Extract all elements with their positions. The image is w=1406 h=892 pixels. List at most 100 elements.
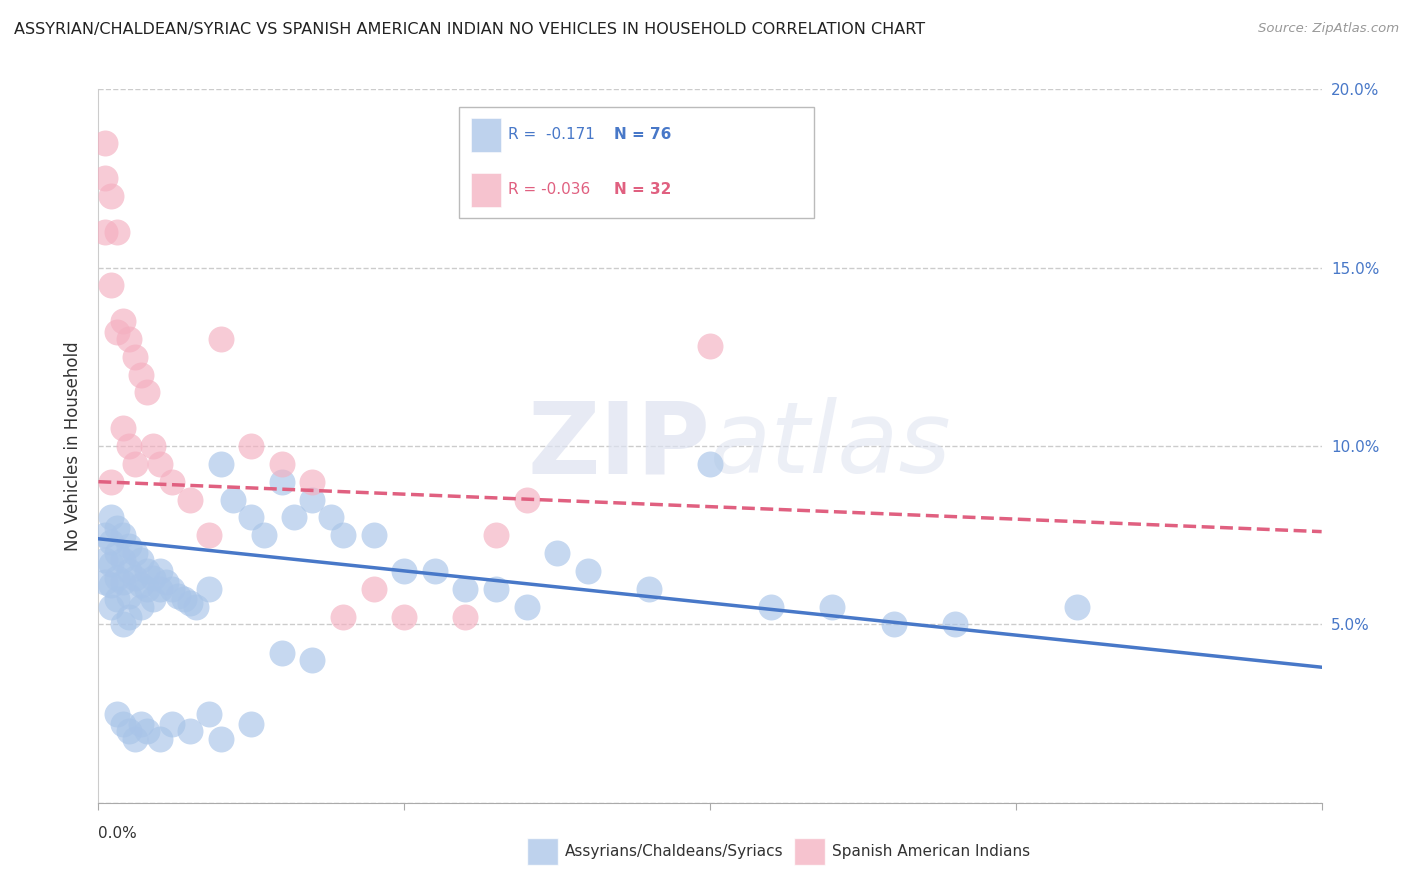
Point — [332, 610, 354, 624]
Point — [100, 557, 122, 571]
Point — [485, 528, 508, 542]
Point — [118, 564, 141, 578]
Point — [111, 617, 134, 632]
Point — [100, 535, 122, 549]
Point — [240, 510, 263, 524]
Point — [423, 564, 446, 578]
Point — [93, 574, 115, 589]
Point — [129, 717, 152, 731]
Point — [93, 136, 115, 150]
Point — [129, 599, 152, 614]
Point — [392, 610, 416, 624]
Point — [283, 510, 305, 524]
Point — [129, 578, 152, 592]
Point — [149, 457, 172, 471]
Point — [516, 599, 538, 614]
Point — [759, 599, 782, 614]
Point — [197, 528, 219, 542]
Point — [167, 589, 190, 603]
Point — [252, 528, 274, 542]
Point — [118, 539, 141, 553]
Point — [124, 731, 146, 746]
Point — [136, 582, 159, 596]
Text: N = 32: N = 32 — [614, 183, 671, 197]
Point — [93, 528, 115, 542]
Point — [160, 582, 183, 596]
Point — [209, 731, 232, 746]
Point — [142, 571, 165, 585]
Point — [111, 314, 134, 328]
Point — [363, 582, 385, 596]
Point — [943, 617, 966, 632]
Point — [142, 439, 165, 453]
Point — [111, 528, 134, 542]
Point — [160, 717, 183, 731]
Point — [118, 724, 141, 739]
Point — [105, 592, 128, 607]
Point — [111, 553, 134, 567]
Point — [149, 731, 172, 746]
Point — [136, 724, 159, 739]
Point — [111, 717, 134, 731]
Point — [118, 610, 141, 624]
Point — [111, 421, 134, 435]
Point — [332, 528, 354, 542]
Point — [105, 706, 128, 721]
Point — [100, 599, 122, 614]
Point — [240, 717, 263, 731]
Point — [136, 385, 159, 400]
Point — [118, 589, 141, 603]
Point — [485, 582, 508, 596]
Point — [100, 475, 122, 489]
Point — [105, 546, 128, 560]
Point — [576, 564, 599, 578]
Text: ASSYRIAN/CHALDEAN/SYRIAC VS SPANISH AMERICAN INDIAN NO VEHICLES IN HOUSEHOLD COR: ASSYRIAN/CHALDEAN/SYRIAC VS SPANISH AMER… — [14, 22, 925, 37]
Point — [637, 582, 661, 596]
Point — [883, 617, 905, 632]
Point — [179, 492, 201, 507]
Point — [301, 475, 323, 489]
Point — [1066, 599, 1088, 614]
Point — [270, 646, 292, 660]
Point — [124, 457, 146, 471]
Point — [516, 492, 538, 507]
Point — [186, 599, 208, 614]
Point — [100, 278, 122, 293]
Point — [124, 350, 146, 364]
Point — [197, 582, 219, 596]
Point — [454, 610, 477, 624]
Point — [454, 582, 477, 596]
Point — [93, 171, 115, 186]
Point — [129, 553, 152, 567]
Point — [173, 592, 195, 607]
Text: R = -0.036: R = -0.036 — [509, 183, 591, 197]
Point — [118, 332, 141, 346]
Text: ZIP: ZIP — [527, 398, 710, 494]
Point — [197, 706, 219, 721]
Point — [699, 457, 721, 471]
Text: 0.0%: 0.0% — [98, 826, 138, 840]
Point — [363, 528, 385, 542]
Point — [392, 564, 416, 578]
Point — [270, 457, 292, 471]
Point — [118, 439, 141, 453]
Point — [142, 592, 165, 607]
Point — [124, 546, 146, 560]
Point — [179, 724, 201, 739]
Point — [111, 574, 134, 589]
Point — [149, 582, 172, 596]
Point — [100, 578, 122, 592]
Point — [160, 475, 183, 489]
Point — [105, 225, 128, 239]
Point — [100, 189, 122, 203]
Point — [149, 564, 172, 578]
Point — [105, 571, 128, 585]
Point — [301, 653, 323, 667]
Point — [93, 553, 115, 567]
Point — [301, 492, 323, 507]
Text: Assyrians/Chaldeans/Syriacs: Assyrians/Chaldeans/Syriacs — [565, 845, 783, 859]
Point — [93, 225, 115, 239]
Point — [136, 564, 159, 578]
Point — [270, 475, 292, 489]
Text: R =  -0.171: R = -0.171 — [509, 128, 595, 142]
